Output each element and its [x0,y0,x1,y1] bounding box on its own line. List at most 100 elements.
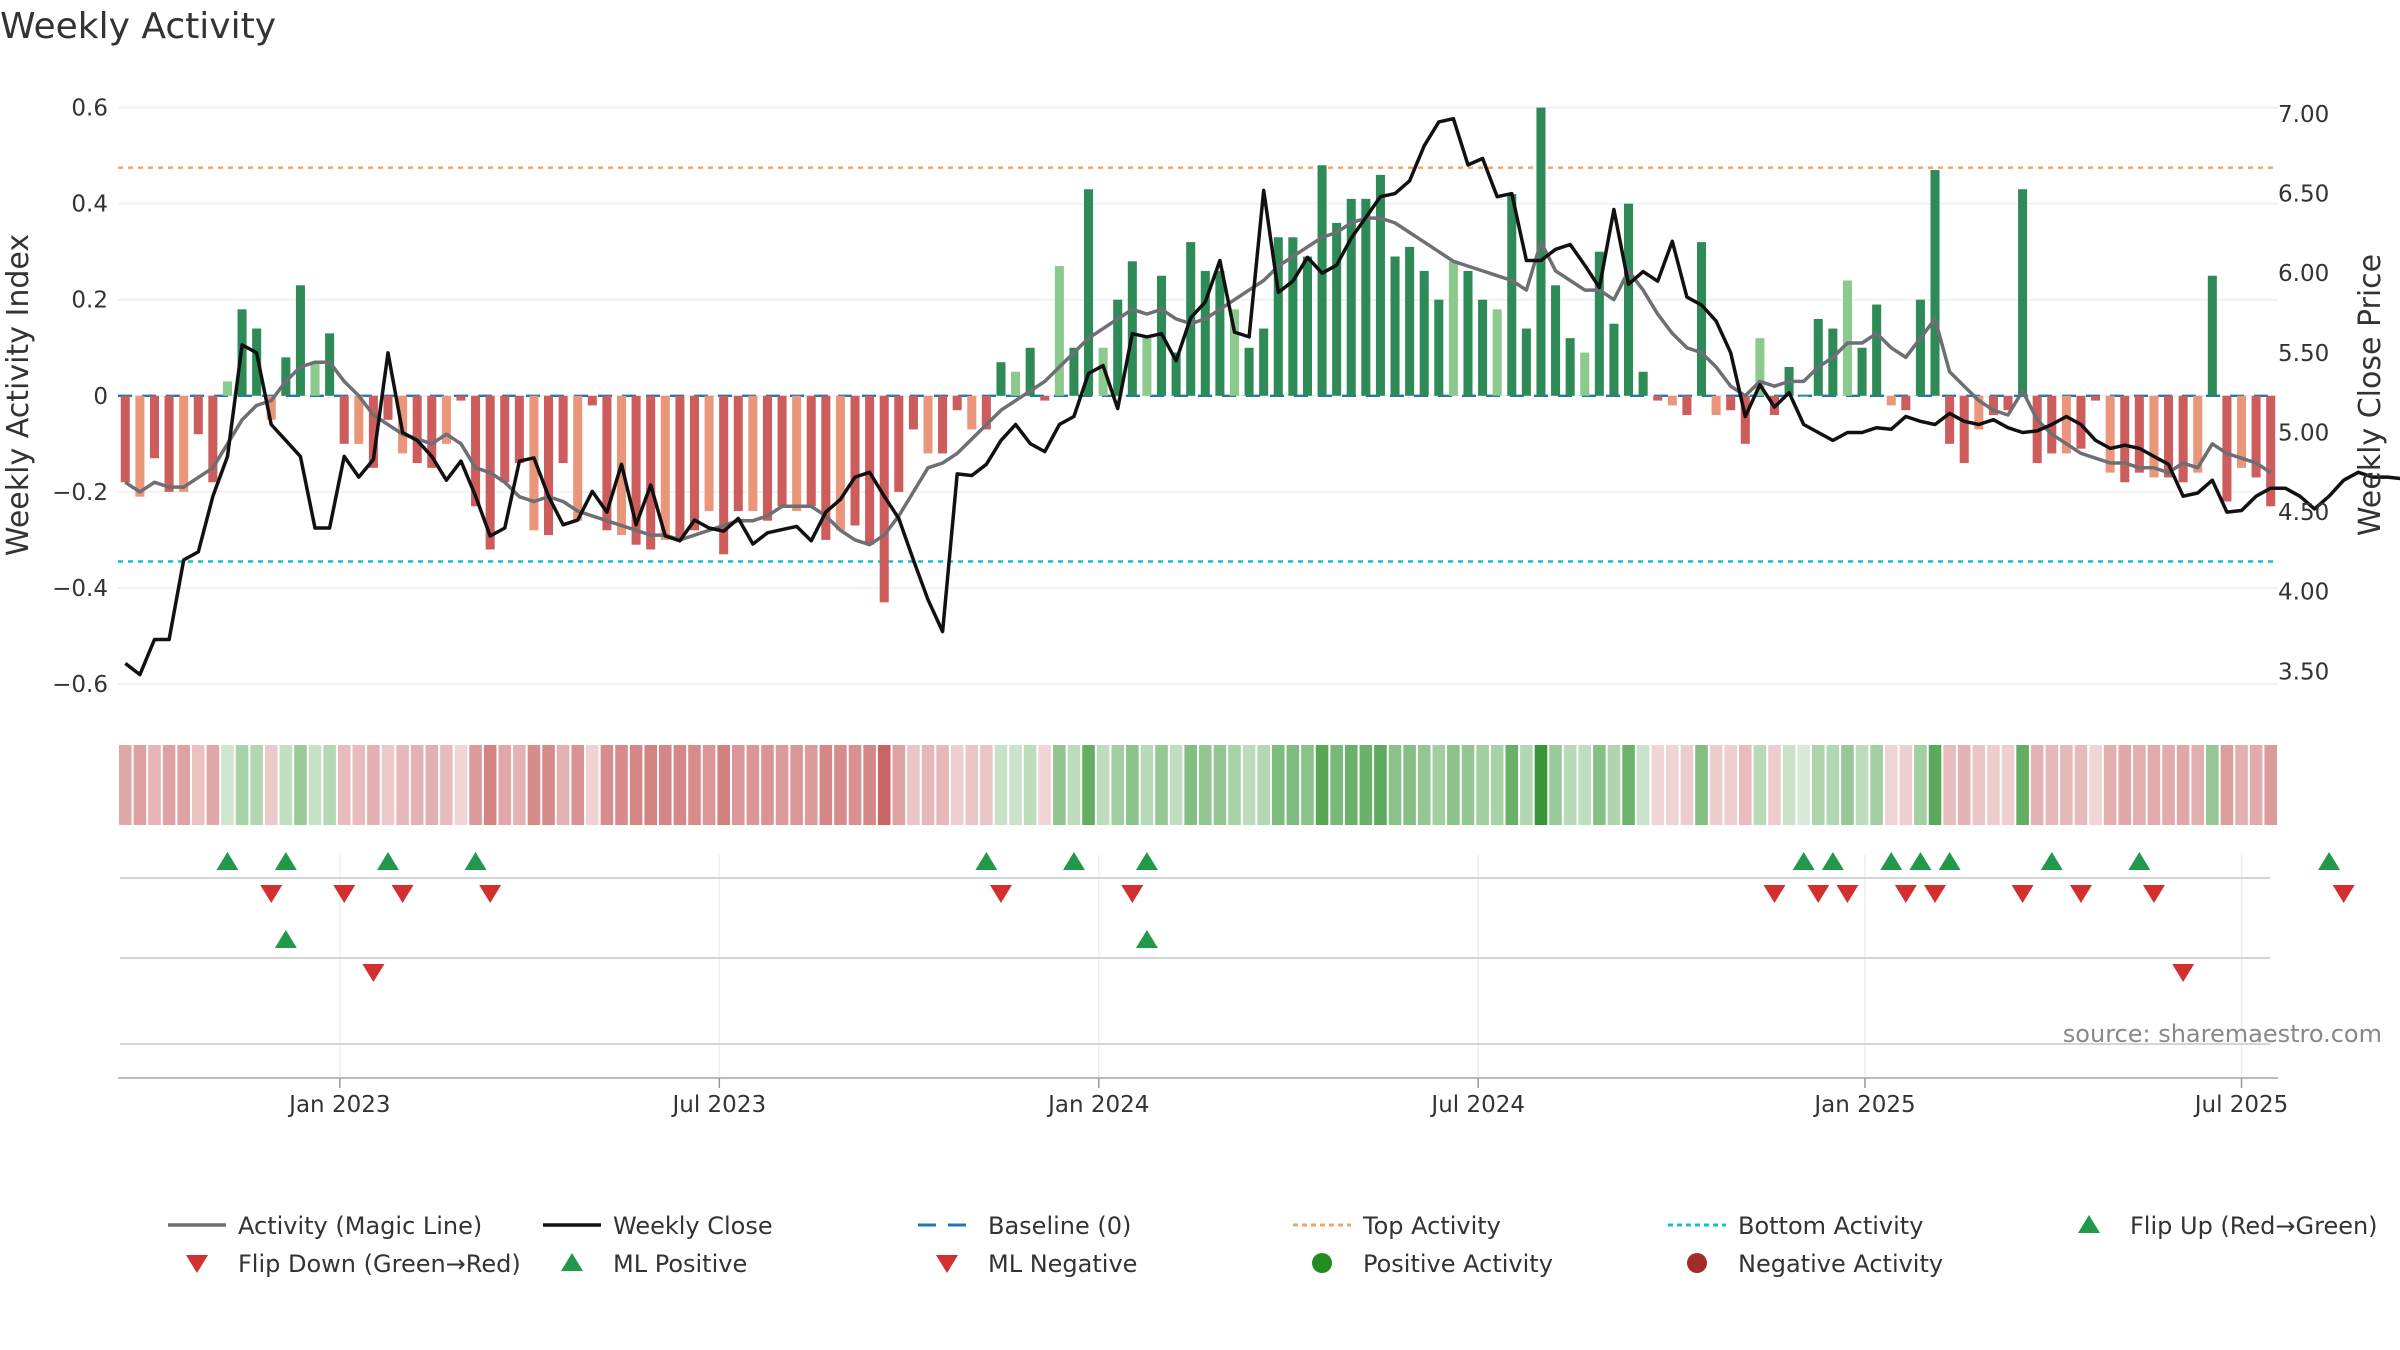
strip-cell [337,745,351,825]
activity-bars [120,107,2276,603]
activity-bar [704,395,714,512]
activity-bar [1288,237,1298,396]
activity-bar [1084,189,1094,396]
activity-bar [1565,338,1575,396]
strip-cell [629,745,643,825]
y-axis-label: Weekly Activity Index [1,234,36,556]
activity-bar [500,395,510,483]
activity-bar [850,395,860,526]
flip-up-marker [464,852,487,870]
legend-label: Weekly Close [613,1212,773,1240]
strip-cell [294,745,307,825]
activity-bar [412,395,422,464]
strip-cell [1359,745,1373,825]
activity-bar [631,395,641,545]
flip-down-marker [1836,885,1859,903]
strip-cell [1009,745,1022,825]
strip-cell [206,745,220,825]
strip-cell [892,745,906,825]
activity-bar [865,395,875,545]
flip-up-marker [1062,852,1085,870]
strip-cell [2001,745,2015,825]
reference-lines [118,166,2278,563]
activity-bar [1930,170,1940,396]
activity-bar [1609,323,1619,396]
strip-cell [2249,745,2263,825]
y2-tick-label: 5.00 [2278,420,2329,446]
strip-cell [2045,745,2059,825]
activity-bar [2236,395,2247,468]
strip-cell [1476,745,1489,825]
activity-bar [923,395,933,454]
legend-swatch [936,1255,958,1273]
activity-bar [135,395,145,497]
legend-label: Activity (Magic Line) [238,1212,482,1240]
magic-line [124,216,2272,547]
activity-bar [2091,395,2101,401]
activity-bar [1901,395,1911,411]
activity-bar [587,395,597,406]
x-tick-label: Jul 2024 [1429,1092,1525,1118]
activity-bar [1273,237,1283,396]
strip-cell [1549,745,1562,825]
activity-bar [1011,371,1021,396]
flip-up-marker [1909,852,1932,870]
strip-cell [2176,745,2190,825]
strip-cell [2089,745,2102,825]
strip-cell [994,745,1008,825]
strip-cell [877,745,891,825]
chart-title: Weekly Activity [0,6,276,47]
activity-bar [835,395,845,531]
y2-tick-label: 7.00 [2278,102,2329,128]
flip-down-marker [391,885,414,903]
flip-down-marker [1894,885,1917,903]
strip-cell [965,745,979,825]
activity-bar [1945,395,1955,444]
strip-cell [1914,745,1927,825]
strip-cell [1534,745,1548,825]
activity-bar [1215,270,1225,396]
strip-cell [1899,745,1913,825]
flip-down-marker [2332,885,2355,903]
y-axis-right: 7.00 6.50 6.00 5.50 5.00 4.50 4.00 3.50 [2278,102,2329,685]
strip-cell [2235,745,2248,825]
activity-bar [1259,328,1269,396]
activity-bar [1682,395,1692,416]
strip-cell [717,745,730,825]
activity-bar [1755,338,1765,396]
activity-bar [2003,395,2013,411]
activity-bar [1594,251,1604,396]
x-tick-label: Jan 2024 [1046,1092,1149,1118]
strip-cell [177,745,190,825]
activity-bar [1405,246,1415,396]
activity-bar [456,395,466,401]
strip-cell [1695,745,1708,825]
legend-label: ML Positive [613,1250,747,1278]
activity-bar [558,395,568,464]
strip-cell [2191,745,2205,825]
flip-down-marker [989,885,1012,903]
flip-down-marker [1924,885,1947,903]
activity-bar [689,395,700,531]
activity-bar [1098,347,1108,396]
strip-cell [1884,745,1898,825]
activity-bar [806,395,816,507]
strip-cell [2133,745,2146,825]
activity-bar [2105,395,2115,473]
strip-cell [1622,745,1635,825]
activity-bar [908,395,918,430]
activity-bar [981,395,991,430]
legend-label: Positive Activity [1363,1250,1553,1278]
strip-cell [308,745,322,825]
y-tick-label: 0.4 [71,192,108,218]
activity-bar [1872,304,1882,396]
strip-cell [1403,745,1416,825]
y-tick-label: 0.2 [71,288,108,314]
strip-cell [352,745,366,825]
activity-bar [1419,270,1429,396]
y2-tick-label: 4.50 [2278,500,2329,526]
activity-bar [1624,203,1634,396]
activity-bar [821,395,831,540]
activity-bar [266,395,276,420]
activity-bar [1069,347,1079,396]
